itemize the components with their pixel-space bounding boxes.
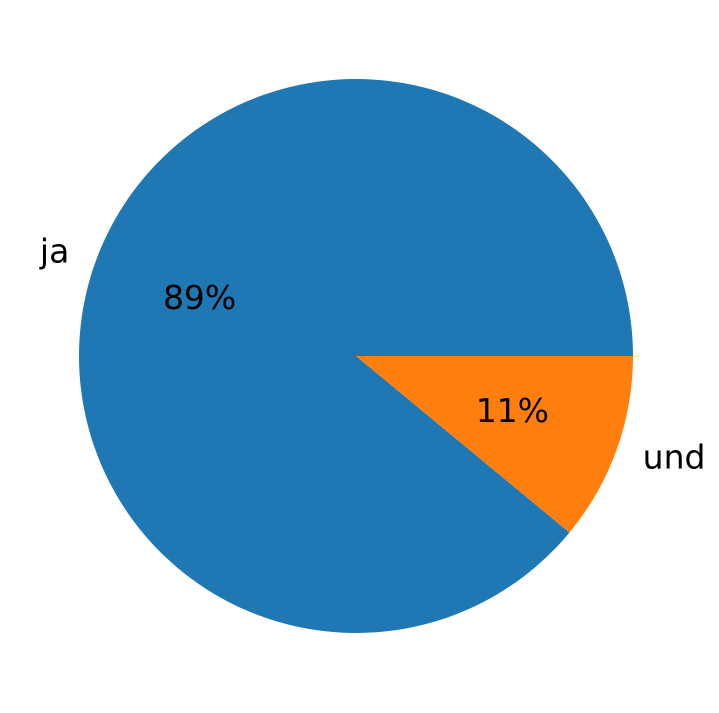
pie-wedge	[356, 356, 633, 533]
category-label: ja	[39, 231, 69, 270]
value-label: 89%	[163, 278, 236, 317]
pie-wedge	[78, 79, 634, 634]
value-label: 11%	[476, 391, 549, 430]
category-label: und	[643, 438, 706, 477]
